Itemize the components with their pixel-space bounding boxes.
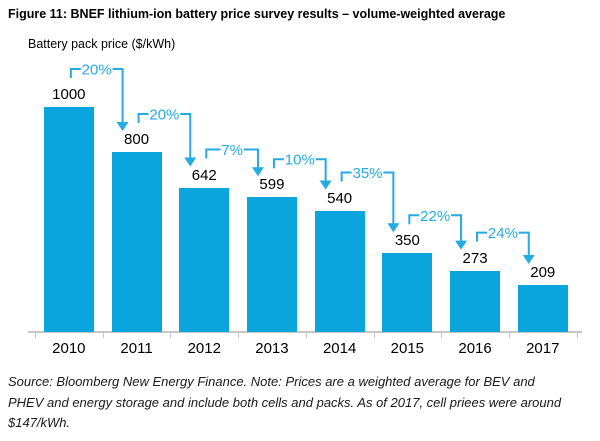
down-arrow-icon: [455, 240, 468, 250]
source-note-line: Source: Bloomberg New Energy Finance. No…: [8, 374, 535, 389]
bar-2010: [43, 107, 94, 332]
bar-2016: [450, 270, 501, 332]
source-note-line: $147/kWh.: [8, 415, 71, 430]
x-tick-label-2011: 2011: [120, 340, 153, 357]
x-axis-tick: [576, 331, 578, 338]
bar-2011: [111, 152, 162, 332]
x-axis-tick: [102, 331, 104, 338]
bar-2014: [314, 210, 365, 332]
x-tick-label-2017: 2017: [526, 340, 560, 357]
x-tick-label-2012: 2012: [187, 340, 221, 357]
x-tick-label-2013: 2013: [255, 340, 289, 357]
bar-value-label-2013: 599: [259, 176, 285, 194]
bar-2012: [179, 187, 230, 332]
figure-title: Figure 11: BNEF lithium-ion battery pric…: [8, 7, 506, 21]
x-tick-label-2014: 2014: [322, 340, 357, 357]
bar-value-label-2010: 1000: [52, 86, 86, 103]
x-tick-label-2016: 2016: [458, 340, 492, 357]
bar-value-label-2014: 540: [327, 189, 353, 207]
x-tick-label-2010: 2010: [52, 340, 86, 357]
pct-decline-label: 10%: [285, 152, 315, 169]
x-axis-tick: [35, 331, 36, 338]
down-arrow-icon: [387, 223, 400, 233]
x-axis-tick: [305, 331, 307, 338]
pct-decline-label: 20%: [149, 107, 179, 124]
bar-2015: [382, 253, 433, 332]
down-arrow-icon: [251, 167, 264, 177]
pct-decline-label: 35%: [352, 165, 382, 182]
down-arrow-icon: [116, 122, 129, 131]
y-axis-title: Battery pack price ($/kWh): [28, 37, 176, 51]
x-axis-tick: [373, 331, 375, 338]
bar-2013: [246, 197, 297, 332]
down-arrow-icon: [522, 254, 535, 264]
pct-decline-label: 24%: [488, 225, 518, 242]
pct-decline-label: 7%: [221, 142, 243, 159]
x-axis-tick: [170, 331, 172, 338]
pct-decline-label: 20%: [82, 62, 112, 79]
down-arrow-icon: [319, 180, 332, 190]
x-tick-label-2015: 2015: [390, 340, 425, 357]
x-axis-tick: [238, 331, 240, 338]
x-axis-tick: [441, 331, 443, 338]
down-arrow-icon: [184, 157, 197, 167]
source-note: Source: Bloomberg New Energy Finance. No…: [8, 372, 561, 434]
bar-value-label-2015: 350: [394, 232, 420, 250]
pct-decline-label: 22%: [420, 208, 450, 225]
source-note-line: PHEV and energy storage and include both…: [8, 394, 562, 410]
bar-value-label-2011: 800: [124, 131, 150, 148]
x-axis-tick: [508, 331, 510, 338]
bar-value-label-2016: 273: [462, 249, 488, 267]
bar-value-label-2012: 642: [191, 166, 217, 184]
x-axis-line: [28, 331, 582, 333]
bar-2017: [517, 284, 568, 332]
bar-value-label-2017: 209: [530, 263, 556, 281]
